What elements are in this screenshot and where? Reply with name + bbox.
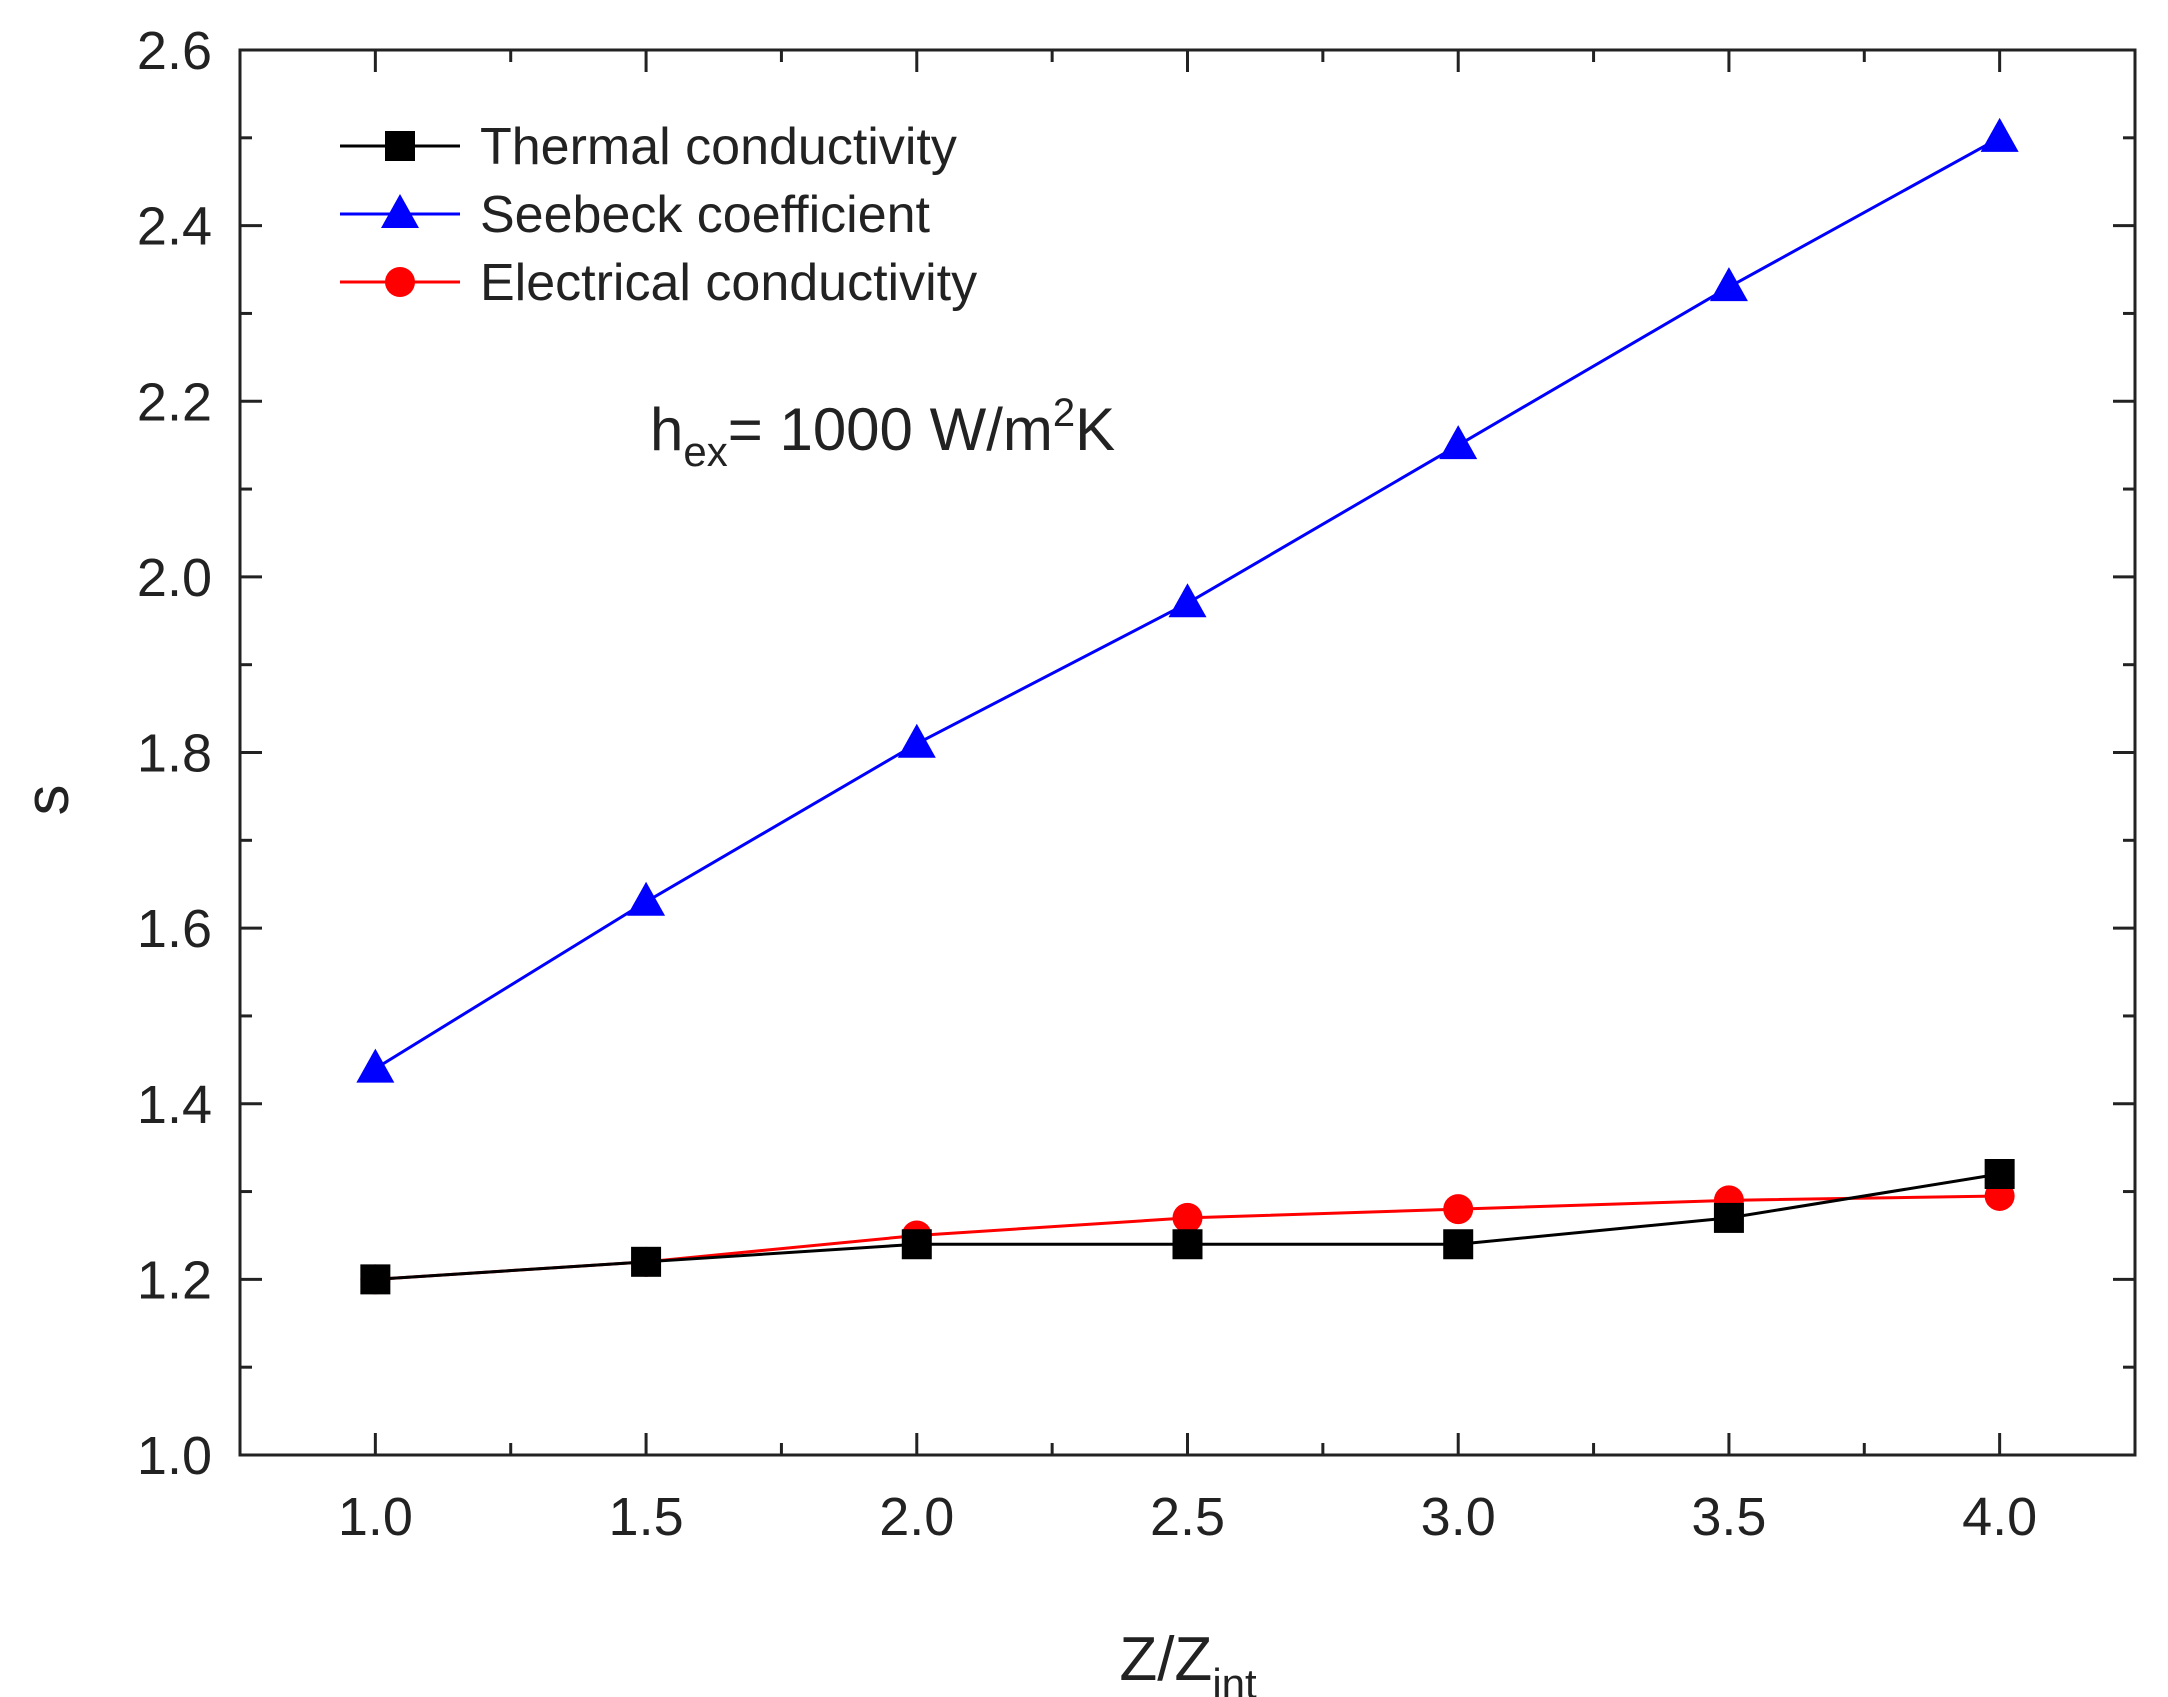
point-electrical-conductivity xyxy=(1172,1202,1203,1233)
legend-marker-electrical-conductivity xyxy=(385,267,415,297)
x-axis-title: Z/Zint xyxy=(1119,1625,1257,1697)
legend-marker-seebeck-coefficient xyxy=(381,194,419,228)
y-tick-label: 1.8 xyxy=(137,724,212,784)
annotation-base: h xyxy=(650,396,683,463)
point-thermal-conductivity xyxy=(1984,1159,2015,1189)
legend: Thermal conductivity Seebeck coefficient E… xyxy=(340,118,977,312)
point-seebeck-coefficient xyxy=(356,1048,395,1083)
point-seebeck-coefficient xyxy=(1980,117,2019,152)
x-tick-label: 3.0 xyxy=(1421,1487,1496,1547)
point-seebeck-coefficient xyxy=(1709,267,1748,302)
y-tick-label: 1.0 xyxy=(137,1426,212,1486)
y-tick-label: 1.4 xyxy=(137,1075,212,1135)
annotation: hex= 1000 W/m2K xyxy=(650,391,1115,475)
point-thermal-conductivity xyxy=(631,1246,662,1277)
annotation-superscript: 2 xyxy=(1053,391,1075,435)
annotation-suffix: K xyxy=(1075,396,1115,463)
x-axis: 1.0 1.5 2.0 2.5 3.0 3.5 4.0 xyxy=(338,50,2037,1547)
y-tick-label: 2.6 xyxy=(137,21,212,81)
x-tick-label: 4.0 xyxy=(1962,1487,2037,1547)
legend-label-seebeck-coefficient: Seebeck coefficient xyxy=(480,186,931,244)
annotation-subscript: ex xyxy=(683,428,727,475)
point-seebeck-coefficient xyxy=(627,881,666,916)
point-thermal-conductivity xyxy=(1713,1202,1744,1233)
x-axis-title-main: Z/Z xyxy=(1119,1625,1212,1694)
x-tick-label: 1.0 xyxy=(338,1487,413,1547)
point-seebeck-coefficient xyxy=(897,723,936,758)
y-axis: 1.0 1.2 1.4 1.6 1.8 2.0 2.2 2.4 2.6 xyxy=(137,21,2135,1486)
series-layer xyxy=(356,117,2019,1295)
x-tick-label: 2.0 xyxy=(879,1487,954,1547)
annotation-text: = 1000 W/m xyxy=(728,396,1053,463)
x-axis-title-subscript: int xyxy=(1212,1660,1257,1697)
legend-marker-thermal-conductivity xyxy=(385,131,415,161)
y-axis-title: s xyxy=(13,785,82,816)
point-seebeck-coefficient xyxy=(1439,425,1478,460)
point-thermal-conductivity xyxy=(360,1264,391,1295)
point-thermal-conductivity xyxy=(901,1229,932,1260)
x-tick-label: 1.5 xyxy=(609,1487,684,1547)
y-tick-label: 2.4 xyxy=(137,197,212,257)
y-tick-label: 2.0 xyxy=(137,548,212,608)
point-thermal-conductivity xyxy=(1443,1229,1474,1260)
legend-label-thermal-conductivity: Thermal conductivity xyxy=(480,118,957,176)
y-tick-label: 1.6 xyxy=(137,899,212,959)
point-seebeck-coefficient xyxy=(1168,583,1207,618)
x-tick-label: 2.5 xyxy=(1150,1487,1225,1547)
y-tick-label: 1.2 xyxy=(137,1250,212,1310)
y-tick-label: 2.2 xyxy=(137,372,212,432)
point-electrical-conductivity xyxy=(1443,1194,1474,1225)
legend-label-electrical-conductivity: Electrical conductivity xyxy=(480,254,977,312)
point-thermal-conductivity xyxy=(1172,1229,1203,1260)
x-tick-label: 3.5 xyxy=(1691,1487,1766,1547)
